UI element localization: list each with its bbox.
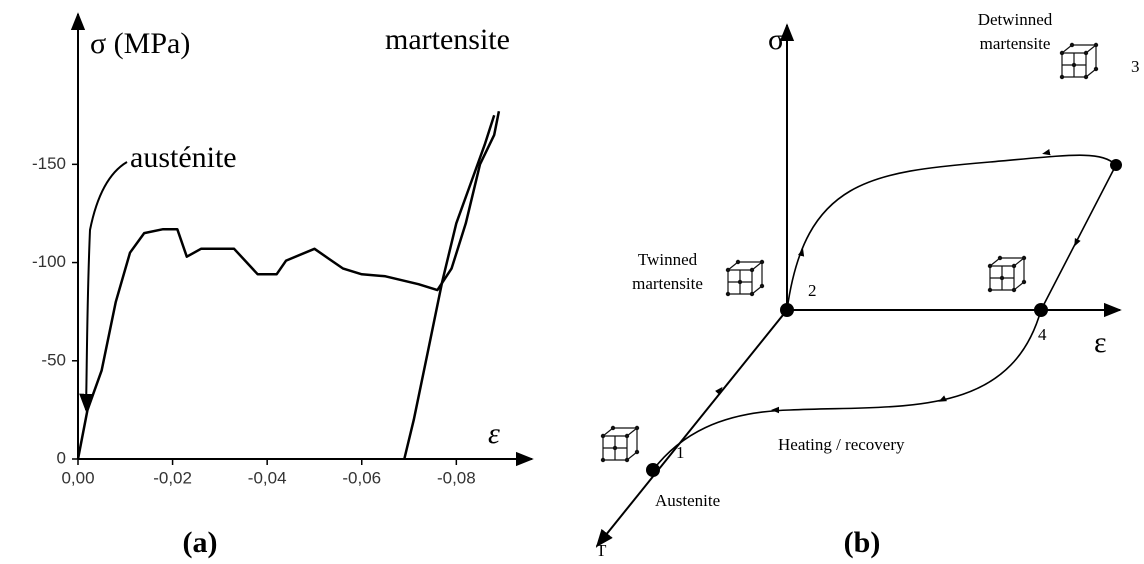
crystal-icon — [725, 259, 765, 297]
node-label: Austenite — [655, 491, 720, 510]
crystal-icon — [987, 255, 1027, 293]
panel-label: (b) — [844, 526, 881, 559]
node — [780, 303, 794, 317]
x-tick-label: 0,00 — [61, 468, 94, 487]
x-axis-label: ε — [488, 417, 500, 450]
x-tick-label: -0,08 — [437, 468, 476, 487]
y-tick-label: -150 — [32, 154, 66, 173]
unloading-path — [1040, 164, 1117, 311]
node — [1034, 303, 1048, 317]
node — [646, 463, 660, 477]
annotation-arrow — [79, 161, 128, 412]
node-number: 4 — [1038, 325, 1047, 344]
node-label: Detwinned martensite — [977, 10, 1053, 53]
axis-label: σ — [768, 23, 784, 56]
axis-label: ε — [1094, 326, 1107, 359]
panel-b: σ ε T 1 2 3 4 Austenite Twinned martensi… — [595, 10, 1140, 560]
data-line — [403, 114, 496, 460]
node-number: 1 — [676, 443, 685, 462]
y-axis-label: σ (MPa) — [90, 27, 190, 60]
y-tick-label: -100 — [32, 252, 66, 271]
x-tick-label: -0,06 — [342, 468, 381, 487]
panel-a: σ (MPa) ε austénite martensite (a) 0,00 -… — [32, 12, 534, 559]
node-label: Twinned martensite — [632, 250, 703, 293]
loading-path — [786, 154, 1117, 311]
crystal-icon — [600, 425, 640, 463]
node — [1110, 159, 1122, 171]
annotation: martensite — [385, 23, 510, 56]
annotation: austénite — [130, 141, 237, 174]
recovery-path — [652, 309, 1042, 471]
node-label-box: Detwinned martensite — [977, 10, 1053, 53]
x-tick-label: -0,02 — [153, 468, 192, 487]
path-label: Heating / recovery — [778, 435, 905, 454]
node-label-box: Twinned martensite — [632, 250, 703, 293]
arrow — [1042, 149, 1051, 156]
data-line — [76, 111, 501, 460]
panel-label: (a) — [183, 526, 218, 559]
node-number: 3 — [1131, 57, 1140, 76]
x-tick-label: -0,04 — [248, 468, 287, 487]
crystal-icon — [1059, 42, 1099, 80]
node-number: 2 — [808, 281, 817, 300]
y-tick-label: 0 — [57, 448, 66, 467]
temperature-axis — [595, 309, 788, 548]
axis-label: T — [596, 541, 607, 560]
y-tick-label: -50 — [41, 350, 66, 369]
